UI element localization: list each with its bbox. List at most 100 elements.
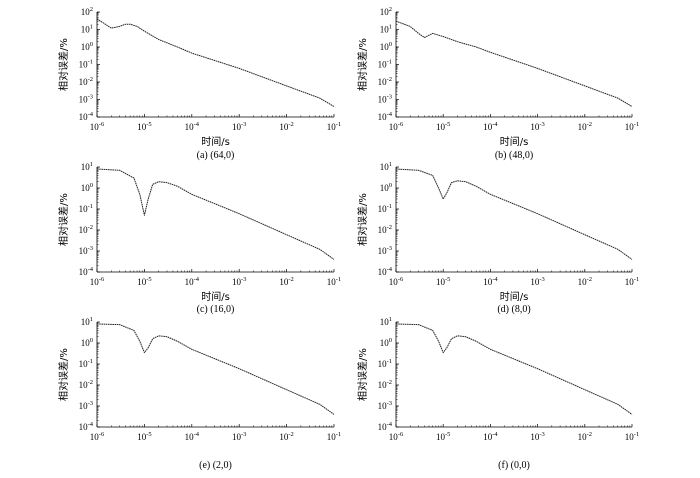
chart-panel-5: 10-6 10-5 10-4 10-3 10-2 10-1 10-4 10-3 10-2 10-1… [356, 316, 639, 471]
x-tick-label: 10-1 [625, 431, 639, 442]
y-tick-label: 10-3 [79, 94, 93, 105]
y-tick-label: 10-3 [378, 400, 392, 411]
y-tick-label: 10-3 [378, 245, 392, 256]
y-tick-label: 100 [380, 182, 392, 193]
y-tick-label: 10-1 [378, 203, 392, 214]
y-tick-label: 10-2 [378, 379, 392, 390]
x-tick-label: 10-2 [578, 276, 592, 287]
chart-panel-1: 10-6 10-5 10-4 10-3 10-2 10-1 10-4 10-3 10-2 10-1… [356, 6, 639, 161]
y-tick-label: 10-4 [378, 266, 393, 277]
x-tick-label: 10-1 [327, 276, 341, 287]
x-axis-label: 时间/s [201, 290, 230, 303]
x-tick-label: 10-1 [625, 121, 639, 132]
y-tick-label: 10-1 [378, 358, 392, 369]
y-tick-label: 100 [81, 41, 93, 52]
chart-panel-0: 10-6 10-5 10-4 10-3 10-2 10-1 10-4 10-3 10-2 10-1… [57, 6, 341, 161]
series-line [96, 323, 335, 415]
x-tick-label: 10-4 [483, 431, 498, 442]
x-tick-label: 10-4 [483, 276, 498, 287]
x-tick-label: 10-5 [137, 121, 151, 132]
y-tick-label: 100 [81, 337, 93, 348]
y-tick-label: 101 [380, 316, 392, 327]
y-tick-label: 10-2 [378, 224, 392, 235]
y-tick-label: 10-3 [79, 400, 93, 411]
x-tick-label: 10-6 [389, 276, 404, 287]
y-tick-label: 10-4 [378, 111, 393, 122]
y-tick-label: 10-3 [378, 94, 392, 105]
panel-caption: (f) (0,0) [498, 460, 530, 471]
x-tick-label: 10-5 [137, 276, 151, 287]
y-tick-label: 10-1 [79, 358, 93, 369]
panel-caption: (c) (16,0) [197, 304, 235, 315]
x-tick-label: 10-3 [232, 431, 246, 442]
series-line [96, 168, 335, 260]
x-tick-label: 10-3 [530, 276, 544, 287]
y-tick-label: 100 [380, 337, 392, 348]
y-tick-label: 10-4 [378, 421, 393, 432]
chart-panel-4: 10-6 10-5 10-4 10-3 10-2 10-1 10-4 10-3 10-2 10-1… [57, 316, 341, 471]
x-tick-label: 10-6 [90, 431, 105, 442]
x-tick-label: 10-4 [185, 276, 200, 287]
panel-caption: (d) (8,0) [497, 304, 530, 315]
x-tick-label: 10-6 [90, 121, 105, 132]
x-tick-label: 10-5 [137, 431, 151, 442]
y-tick-label: 102 [380, 6, 392, 17]
y-tick-label: 101 [81, 161, 93, 172]
x-tick-label: 10-6 [389, 431, 404, 442]
y-tick-label: 10-4 [79, 111, 94, 122]
x-axis-label: 时间/s [500, 135, 529, 148]
x-tick-label: 10-3 [530, 431, 544, 442]
y-tick-label: 10-1 [378, 59, 392, 70]
y-tick-label: 102 [81, 6, 93, 17]
x-tick-label: 10-2 [578, 431, 592, 442]
series-line [395, 20, 633, 107]
y-axis-label: 相对误差/% [57, 193, 70, 246]
series-line [395, 168, 633, 260]
x-tick-label: 10-1 [327, 121, 341, 132]
y-tick-label: 101 [380, 24, 392, 35]
y-tick-label: 10-2 [79, 224, 93, 235]
x-tick-label: 10-1 [625, 276, 639, 287]
x-tick-label: 10-1 [327, 431, 341, 442]
x-tick-label: 10-4 [185, 121, 200, 132]
x-tick-label: 10-5 [436, 276, 450, 287]
x-tick-label: 10-5 [436, 431, 450, 442]
x-tick-label: 10-4 [483, 121, 498, 132]
y-tick-label: 10-2 [378, 76, 392, 87]
x-tick-label: 10-5 [436, 121, 450, 132]
x-tick-label: 10-3 [232, 121, 246, 132]
panel-caption: (e) (2,0) [199, 460, 232, 471]
y-tick-label: 10-1 [79, 59, 93, 70]
x-tick-label: 10-6 [389, 121, 404, 132]
x-tick-label: 10-6 [90, 276, 105, 287]
y-tick-label: 101 [380, 161, 392, 172]
y-tick-label: 100 [380, 41, 392, 52]
x-axis-label: 时间/s [201, 135, 230, 148]
chart-panel-2: 10-6 10-5 10-4 10-3 10-2 10-1 10-4 10-3 10-2 10-1… [57, 161, 341, 315]
y-tick-label: 10-4 [79, 421, 94, 432]
panel-caption: (b) (48,0) [495, 150, 533, 161]
chart-panel-3: 10-6 10-5 10-4 10-3 10-2 10-1 10-4 10-3 10-2 10-1… [356, 161, 639, 315]
y-axis-label: 相对误差/% [356, 348, 369, 401]
y-tick-label: 10-2 [79, 379, 93, 390]
series-line [96, 18, 335, 107]
x-tick-label: 10-2 [279, 121, 293, 132]
y-tick-label: 101 [81, 316, 93, 327]
y-axis-label: 相对误差/% [356, 193, 369, 246]
y-axis-label: 相对误差/% [57, 348, 70, 401]
y-tick-label: 10-4 [79, 266, 94, 277]
x-tick-label: 10-4 [185, 431, 200, 442]
y-tick-label: 100 [81, 182, 93, 193]
x-tick-label: 10-3 [232, 276, 246, 287]
x-axis-label: 时间/s [500, 290, 529, 303]
y-tick-label: 10-3 [79, 245, 93, 256]
x-tick-label: 10-2 [279, 276, 293, 287]
series-line [395, 323, 633, 415]
x-tick-label: 10-2 [279, 431, 293, 442]
panel-caption: (a) (64,0) [197, 150, 235, 161]
y-axis-label: 相对误差/% [356, 38, 369, 91]
y-tick-label: 10-1 [79, 203, 93, 214]
y-tick-label: 10-2 [79, 76, 93, 87]
y-axis-label: 相对误差/% [57, 38, 70, 91]
